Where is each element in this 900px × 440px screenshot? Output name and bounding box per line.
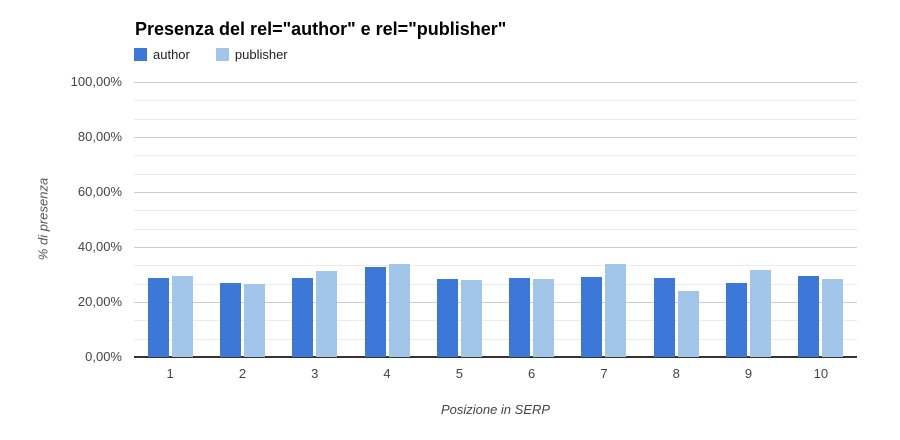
y-tick-label: 40,00%: [77, 239, 122, 254]
y-tick-label: 60,00%: [77, 184, 122, 199]
legend-entry-author: author: [134, 47, 190, 62]
bar-publisher-pos-6[interactable]: [533, 278, 555, 357]
minor-gridline: [134, 228, 857, 230]
minor-gridline: [134, 118, 857, 120]
major-gridline: [134, 192, 857, 193]
legend-swatch-author: [134, 48, 147, 61]
bar-publisher-pos-1[interactable]: [171, 275, 193, 357]
legend: author publisher: [134, 47, 314, 62]
bar-author-pos-3[interactable]: [292, 278, 314, 357]
minor-gridline: [134, 283, 857, 285]
legend-label-publisher: publisher: [234, 47, 288, 62]
legend-swatch-publisher: [215, 48, 229, 61]
x-tick-label: 10: [813, 366, 829, 381]
bar-author-pos-1[interactable]: [147, 278, 169, 357]
bar-publisher-pos-10[interactable]: [822, 278, 844, 357]
x-tick-label: 2: [238, 366, 247, 381]
x-tick-label: 3: [311, 366, 319, 381]
x-axis-title: Posizione in SERP: [440, 402, 551, 417]
bar-publisher-pos-2[interactable]: [243, 284, 265, 357]
x-tick-label: 8: [672, 366, 680, 381]
bar-author-pos-2[interactable]: [219, 283, 241, 357]
minor-gridline: [134, 265, 857, 267]
minor-gridline: [134, 210, 857, 212]
y-tick-label: 20,00%: [77, 294, 122, 309]
bar-publisher-pos-3[interactable]: [316, 270, 338, 357]
y-tick-label: 100,00%: [70, 74, 122, 89]
bar-author-pos-5[interactable]: [436, 278, 458, 357]
x-tick-label: 7: [600, 366, 608, 381]
major-gridline: [134, 302, 857, 303]
chart-title: Presenza del rel="author" e rel="publish…: [135, 19, 507, 39]
x-axis-line: [134, 356, 857, 358]
minor-gridline: [134, 100, 857, 102]
major-gridline: [134, 82, 857, 83]
minor-gridline: [134, 338, 857, 340]
plot-area: [134, 82, 857, 358]
major-gridline: [134, 247, 857, 248]
x-tick-label: 4: [383, 366, 391, 381]
bar-author-pos-8[interactable]: [653, 278, 675, 357]
x-tick-label: 6: [528, 366, 536, 381]
minor-gridline: [134, 155, 857, 157]
x-tick-label: 1: [166, 366, 174, 381]
legend-entry-publisher: publisher: [215, 47, 288, 62]
x-tick-label: 5: [455, 366, 463, 381]
y-tick-label: 0,00%: [85, 349, 122, 364]
bar-author-pos-9[interactable]: [726, 282, 748, 357]
minor-gridline: [134, 173, 857, 175]
bar-publisher-pos-5[interactable]: [460, 280, 482, 357]
minor-gridline: [134, 320, 857, 322]
legend-label-author: author: [153, 47, 190, 62]
bar-author-pos-10[interactable]: [798, 275, 820, 357]
x-tick-label: 9: [744, 366, 753, 381]
bar-publisher-pos-8[interactable]: [677, 290, 699, 357]
bar-author-pos-4[interactable]: [364, 267, 386, 357]
bar-publisher-pos-9[interactable]: [750, 270, 772, 357]
bar-publisher-pos-7[interactable]: [605, 264, 627, 357]
major-gridline: [134, 137, 857, 138]
bar-publisher-pos-4[interactable]: [388, 264, 410, 357]
y-tick-label: 80,00%: [77, 129, 122, 144]
bar-author-pos-6[interactable]: [509, 277, 531, 357]
bar-author-pos-7[interactable]: [581, 276, 603, 357]
